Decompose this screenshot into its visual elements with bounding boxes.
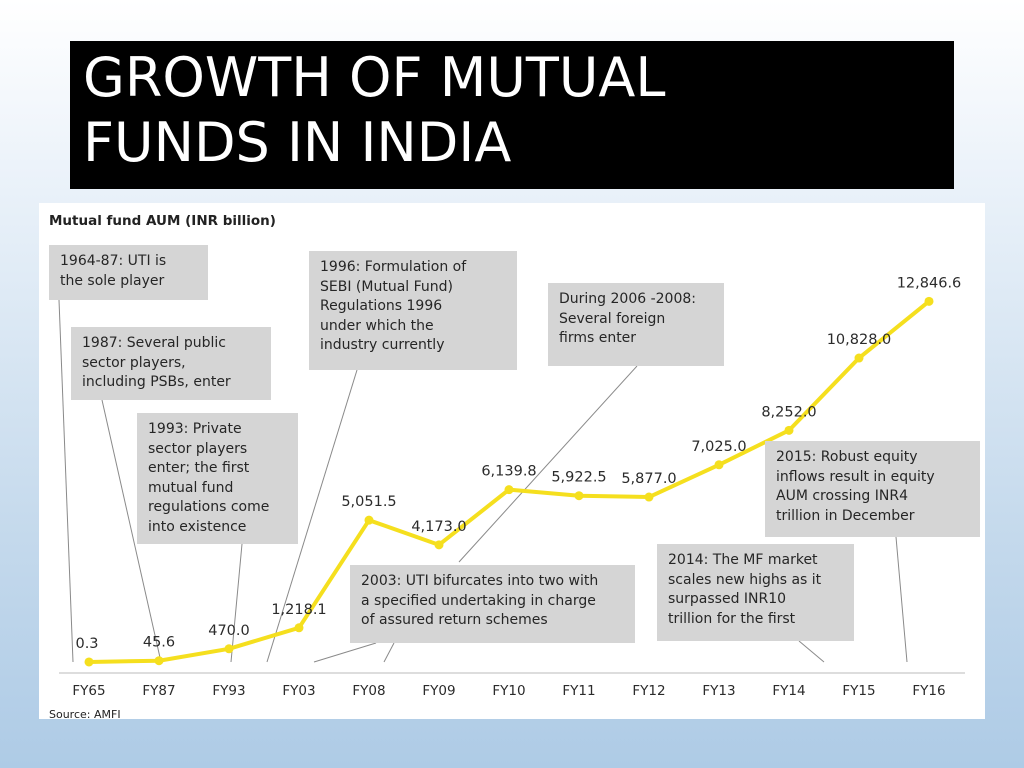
annotation-private-sector: 1993: Private sector players enter; the … [137,413,298,544]
annotation-leader-1 [101,399,162,663]
data-point-fy10 [504,485,514,495]
data-label-fy11: 5,922.5 [551,470,606,486]
x-tick-label-fy03: FY03 [282,683,315,699]
annotation-uti-bifurcates: 2003: UTI bifurcates into two with a spe… [350,565,635,643]
x-tick-label-fy65: FY65 [72,683,105,699]
data-point-fy14 [784,425,794,435]
data-label-fy12: 5,877.0 [621,471,676,487]
annotation-leader-0 [58,299,74,663]
title-banner: GROWTH OF MUTUAL FUNDS IN INDIA [70,41,954,189]
x-tick-label-fy87: FY87 [142,683,175,699]
x-tick-label-fy13: FY13 [702,683,735,699]
annotation-leader-2 [230,543,243,663]
annotation-inr10: 2014: The MF market scales new highs as … [657,544,854,641]
x-tick-label-fy93: FY93 [212,683,245,699]
x-tick-label-fy09: FY09 [422,683,455,699]
x-tick-label-fy10: FY10 [492,683,525,699]
data-label-fy08: 5,051.5 [341,494,396,510]
data-label-fy87: 45.6 [143,635,175,651]
data-point-fy11 [574,491,584,501]
annotation-leader-7 [798,640,825,663]
data-label-fy93: 470.0 [208,623,250,639]
data-point-fy15 [854,353,864,363]
data-label-fy65: 0.3 [75,636,98,652]
annotation-leader-3 [266,369,358,663]
x-tick-label-fy08: FY08 [352,683,385,699]
annotation-uti-sole: 1964-87: UTI is the sole player [49,245,208,300]
data-point-fy87 [154,656,164,666]
annotation-sebi: 1996: Formulation of SEBI (Mutual Fund) … [309,251,517,370]
data-point-fy09 [434,540,444,550]
x-tick-label-fy15: FY15 [842,683,875,699]
data-point-fy65 [84,657,94,667]
annotation-public-sector: 1987: Several public sector players, inc… [71,327,271,400]
annotation-leader-6 [383,642,395,663]
data-label-fy10: 6,139.8 [481,464,536,480]
chart-source: Source: AMFI [49,708,121,721]
data-point-fy93 [224,644,234,654]
x-tick-label-fy14: FY14 [772,683,805,699]
x-tick-label-fy11: FY11 [562,683,595,699]
data-point-fy12 [644,492,654,502]
annotation-leader-4 [458,365,638,563]
data-point-fy16 [924,296,934,306]
annotation-equity: 2015: Robust equity inflows result in eq… [765,441,980,537]
chart-panel: 0.3 FY65 45.6 FY87 470.0 FY93 1,218.1 FY03 5,051… [39,203,985,721]
annotation-leader-8 [895,536,908,663]
data-label-fy03: 1,218.1 [271,602,326,618]
data-label-fy09: 4,173.0 [411,519,466,535]
data-label-fy14: 8,252.0 [761,404,816,420]
data-point-fy03 [294,623,304,633]
aum-line-chart: 0.3 FY65 45.6 FY87 470.0 FY93 1,218.1 FY03 5,051… [58,275,965,699]
chart-title: Mutual fund AUM (INR billion) [49,213,276,229]
data-point-fy13 [714,460,724,470]
annotation-leader-5 [313,642,377,663]
x-tick-label-fy16: FY16 [912,683,945,699]
data-point-fy08 [364,515,374,525]
data-label-fy16: 12,846.6 [897,275,962,291]
slide-title: GROWTH OF MUTUAL FUNDS IN INDIA [83,46,666,174]
x-tick-label-fy12: FY12 [632,683,665,699]
annotation-foreign: During 2006 -2008: Several foreign firms… [548,283,724,366]
data-label-fy13: 7,025.0 [691,439,746,455]
data-label-fy15: 10,828.0 [827,332,892,348]
